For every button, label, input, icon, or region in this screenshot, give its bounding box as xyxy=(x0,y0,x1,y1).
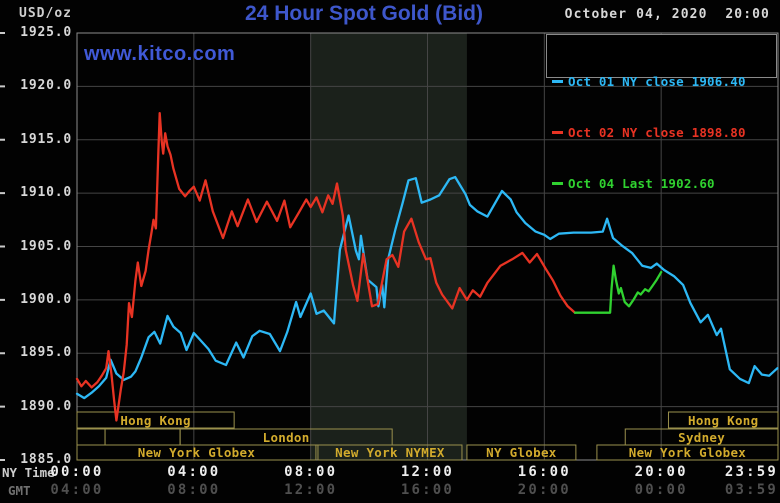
legend-swatch-oct04 xyxy=(552,182,563,185)
legend-item-oct01: Oct 01 NY close 1906.40 xyxy=(547,75,776,88)
x-axis-tick-label-ny: 00:00 xyxy=(50,464,104,480)
y-axis-tick-label: 1885.0 xyxy=(20,452,72,467)
x-axis-tick-label-gmt: 20:00 xyxy=(517,482,571,498)
session-label-new-york-globex: New York Globex xyxy=(137,445,256,460)
legend-label-oct02: Oct 02 NY close 1898.80 xyxy=(568,125,746,140)
legend-swatch-oct01 xyxy=(552,80,563,83)
session-box xyxy=(76,411,235,429)
legend-swatch-oct02 xyxy=(552,131,563,134)
y-axis-tick-label: 1915.0 xyxy=(20,131,72,147)
x-axis-tick-label-ny: 23:59 xyxy=(724,464,778,480)
session-box xyxy=(667,411,779,429)
session-label-hong-kong: Hong Kong xyxy=(688,413,759,428)
y-axis-tick-label: 1905.0 xyxy=(20,238,72,254)
legend-label-oct01: Oct 01 NY close 1906.40 xyxy=(568,74,746,89)
y-axis-tick-label: 1890.0 xyxy=(20,398,72,414)
y-axis-unit: USD/oz xyxy=(19,6,72,21)
session-box xyxy=(596,444,779,461)
x-axis-tick-label-ny: 08:00 xyxy=(284,464,338,480)
y-axis-tick-label: 1910.0 xyxy=(20,185,72,201)
session-label-new-york-globex: New York Globex xyxy=(628,445,747,460)
y-axis-tick-label: 1920.0 xyxy=(20,78,72,94)
x-axis-tick-label-ny: 20:00 xyxy=(634,464,688,480)
page-title: 24 Hour Spot Gold (Bid) xyxy=(245,2,483,25)
session-label-new-york-nymex: New York NYMEX xyxy=(335,445,445,460)
session-box xyxy=(76,428,106,446)
x-axis-tick-label-gmt: 00:00 xyxy=(634,482,688,498)
session-box xyxy=(104,428,181,446)
x-axis-tick-label-gmt: 16:00 xyxy=(400,482,455,498)
session-box xyxy=(466,444,577,461)
x-axis-tick-label-ny: 04:00 xyxy=(167,464,221,480)
legend-item-oct02: Oct 02 NY close 1898.80 xyxy=(547,126,776,139)
session-label-hong-kong: Hong Kong xyxy=(120,413,191,428)
session-box xyxy=(317,444,463,461)
x-axis-row-label-ny-time: NY Time xyxy=(2,465,55,480)
x-axis-tick-label-gmt: 12:00 xyxy=(284,482,338,498)
legend: Oct 01 NY close 1906.40 Oct 02 NY close … xyxy=(546,34,777,190)
x-axis-tick-label-gmt: 04:00 xyxy=(50,482,104,498)
y-axis-tick-label: 1925.0 xyxy=(20,25,72,40)
x-axis-tick-label-gmt: 03:59 xyxy=(724,482,778,498)
chart-date: October 04, 2020 20:00 xyxy=(564,7,770,22)
session-label-sydney: Sydney xyxy=(678,430,726,445)
x-axis-tick-label-ny: 12:00 xyxy=(400,464,455,480)
kitco-watermark: www.kitco.com xyxy=(84,43,236,65)
price-line-oct02 xyxy=(75,111,577,422)
session-label-london: London xyxy=(262,430,310,445)
y-axis-tick-label: 1895.0 xyxy=(20,345,72,361)
session-label-ny-globex: NY Globex xyxy=(486,445,557,460)
price-line-oct04 xyxy=(573,264,663,314)
x-axis-tick-label-ny: 16:00 xyxy=(517,464,571,480)
x-axis-row-label-gmt: GMT xyxy=(8,483,31,498)
legend-item-oct04: Oct 04 Last 1902.60 xyxy=(547,177,776,190)
x-axis-tick-label-gmt: 08:00 xyxy=(167,482,221,498)
session-box xyxy=(76,444,317,461)
y-axis-tick-label: 1900.0 xyxy=(20,291,72,307)
legend-label-oct04: Oct 04 Last 1902.60 xyxy=(568,176,715,191)
